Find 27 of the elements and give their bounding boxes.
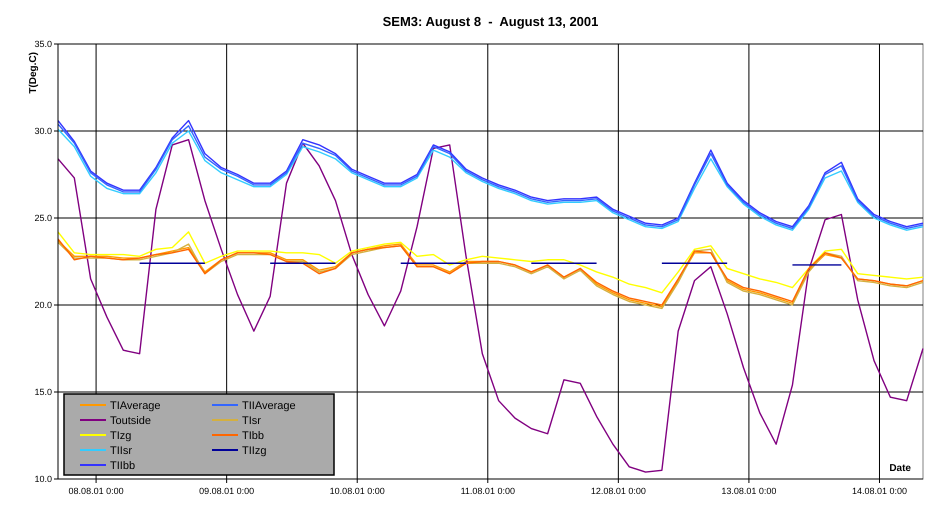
legend-label: TIAverage: [110, 400, 161, 412]
legend-label: TIbb: [242, 430, 264, 442]
x-tick-label: 11.08.01 0:00: [460, 486, 515, 496]
line-series: [57, 231, 924, 294]
legend-label: TIzg: [110, 430, 132, 442]
x-tick-label: 12.08.01 0:00: [590, 486, 646, 496]
y-axis-title: T(Deg.C): [28, 52, 39, 94]
x-tick-label: 09.08.01 0:00: [199, 486, 254, 496]
x-axis-title: Date: [889, 463, 912, 474]
y-tick-label: 10.0: [34, 474, 52, 484]
y-tick-label: 20.0: [34, 300, 52, 310]
y-tick-label: 25.0: [34, 213, 52, 224]
chart-title: SEM3: August 8 - August 13, 2001: [382, 14, 598, 29]
legend-label: TIIbb: [110, 460, 136, 472]
legend-label: Toutside: [110, 414, 151, 427]
x-tick-label: 14.08.01 0:00: [852, 486, 908, 496]
legend-label: TIsr: [242, 414, 262, 427]
legend-label: TIIsr: [110, 444, 132, 457]
x-tick-label: 13.08.01 0:00: [721, 486, 776, 496]
line-series: [57, 139, 924, 473]
legend-label: TIIAverage: [242, 400, 296, 412]
x-tick-label: 10.08.01 0:00: [330, 486, 385, 496]
y-tick-label: 15.0: [34, 387, 52, 398]
y-tick-label: 35.0: [34, 39, 52, 50]
x-tick-label: 08.08.01 0:00: [68, 486, 124, 496]
y-tick-label: 30.0: [34, 126, 52, 136]
legend-label: TIIzg: [242, 444, 266, 457]
